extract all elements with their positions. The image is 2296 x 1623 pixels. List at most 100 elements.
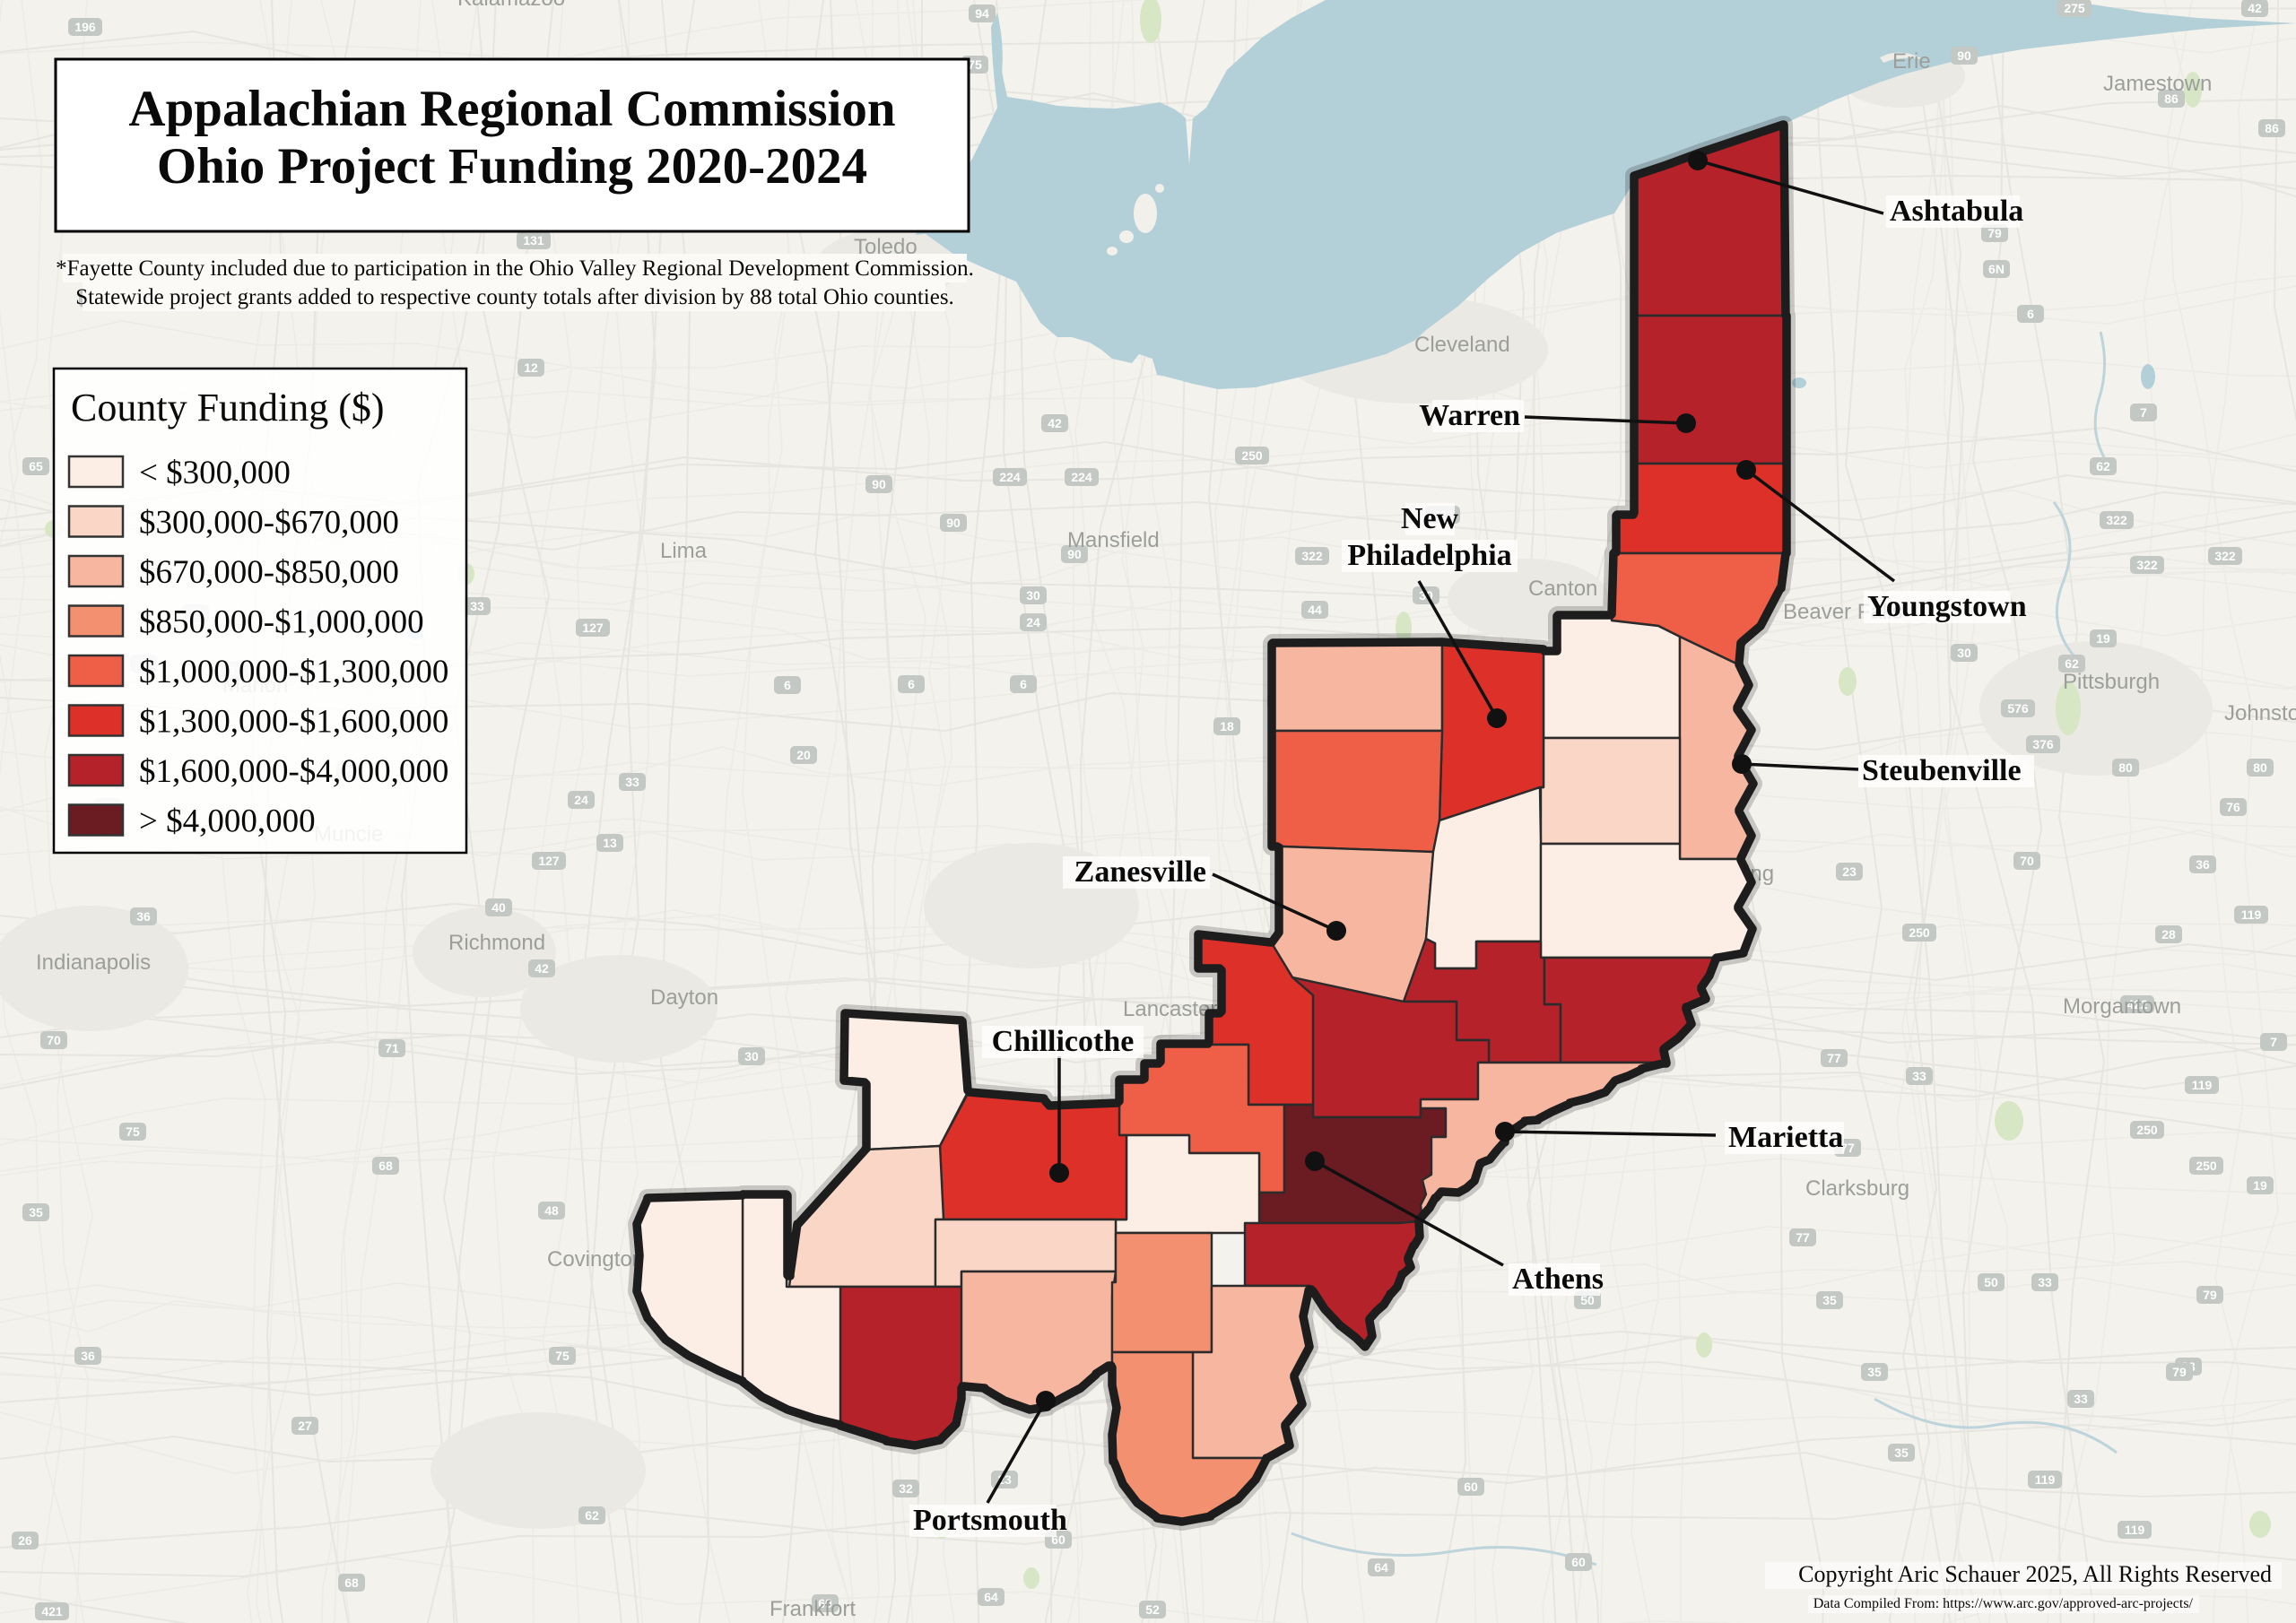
svg-text:64: 64 bbox=[1374, 1560, 1388, 1575]
svg-text:65: 65 bbox=[29, 459, 43, 473]
svg-text:13: 13 bbox=[603, 836, 617, 850]
svg-text:60: 60 bbox=[1571, 1555, 1586, 1569]
svg-text:422: 422 bbox=[2126, 997, 2148, 1011]
svg-text:90: 90 bbox=[1957, 48, 1971, 63]
svg-text:75: 75 bbox=[126, 1124, 140, 1139]
svg-text:27: 27 bbox=[298, 1419, 312, 1433]
svg-text:Richmond: Richmond bbox=[448, 931, 545, 955]
svg-text:50: 50 bbox=[1984, 1275, 1998, 1289]
svg-text:275: 275 bbox=[2064, 1, 2085, 15]
svg-text:23: 23 bbox=[1842, 864, 1857, 879]
svg-text:70: 70 bbox=[2020, 854, 2034, 868]
svg-text:250: 250 bbox=[2136, 1123, 2158, 1137]
svg-text:79: 79 bbox=[1987, 226, 2002, 240]
svg-text:44: 44 bbox=[1308, 603, 1322, 617]
svg-text:70: 70 bbox=[47, 1033, 61, 1047]
svg-text:48: 48 bbox=[544, 1203, 559, 1218]
svg-text:77: 77 bbox=[1827, 1051, 1841, 1065]
svg-text:33: 33 bbox=[625, 775, 639, 789]
svg-text:Ashtabula: Ashtabula bbox=[1890, 195, 2023, 228]
svg-text:24: 24 bbox=[1026, 615, 1040, 629]
svg-text:Morgantown: Morgantown bbox=[2063, 994, 2181, 1019]
svg-text:Appalachian Regional Commissio: Appalachian Regional Commission bbox=[128, 81, 895, 137]
svg-text:224: 224 bbox=[1071, 470, 1092, 484]
svg-text:90: 90 bbox=[946, 516, 961, 530]
svg-text:30: 30 bbox=[1026, 588, 1040, 603]
svg-text:62: 62 bbox=[2065, 656, 2079, 671]
svg-text:77: 77 bbox=[1796, 1230, 1810, 1245]
svg-text:Portsmouth: Portsmouth bbox=[913, 1504, 1067, 1537]
svg-text:376: 376 bbox=[2032, 737, 2054, 751]
svg-text:75: 75 bbox=[555, 1349, 570, 1363]
svg-text:19: 19 bbox=[2253, 1178, 2267, 1193]
svg-text:75: 75 bbox=[968, 57, 982, 72]
svg-text:250: 250 bbox=[2196, 1159, 2217, 1173]
svg-text:60: 60 bbox=[818, 1596, 832, 1610]
svg-text:$300,000-$670,000: $300,000-$670,000 bbox=[139, 505, 399, 542]
svg-text:26: 26 bbox=[18, 1533, 32, 1548]
svg-text:127: 127 bbox=[582, 621, 604, 635]
svg-text:36: 36 bbox=[81, 1349, 95, 1363]
svg-text:68: 68 bbox=[344, 1575, 359, 1590]
svg-text:119: 119 bbox=[2241, 907, 2262, 922]
svg-text:30: 30 bbox=[744, 1049, 759, 1063]
svg-text:40: 40 bbox=[491, 900, 506, 915]
svg-text:Philadelphia: Philadelphia bbox=[1347, 539, 1511, 572]
svg-text:35: 35 bbox=[29, 1205, 43, 1219]
svg-text:Cleveland: Cleveland bbox=[1414, 333, 1510, 357]
svg-text:6: 6 bbox=[908, 677, 915, 691]
svg-text:322: 322 bbox=[2136, 558, 2158, 572]
svg-text:Lancaster: Lancaster bbox=[1123, 997, 1217, 1021]
svg-text:6: 6 bbox=[2027, 307, 2034, 321]
svg-text:12: 12 bbox=[524, 360, 538, 375]
svg-text:80: 80 bbox=[2253, 760, 2267, 775]
svg-text:18: 18 bbox=[1220, 719, 1234, 733]
svg-text:50: 50 bbox=[1580, 1293, 1595, 1307]
svg-text:322: 322 bbox=[2106, 513, 2127, 527]
svg-text:7: 7 bbox=[2270, 1035, 2277, 1049]
svg-text:Ohio Project Funding 2020-2024: Ohio Project Funding 2020-2024 bbox=[157, 138, 867, 195]
svg-text:$1,000,000-$1,300,000: $1,000,000-$1,300,000 bbox=[139, 654, 448, 690]
svg-text:42: 42 bbox=[1048, 416, 1062, 430]
svg-text:68: 68 bbox=[378, 1159, 393, 1173]
svg-text:Canton: Canton bbox=[1528, 577, 1597, 601]
svg-text:24: 24 bbox=[574, 793, 588, 807]
svg-text:Lima: Lima bbox=[660, 539, 708, 563]
svg-text:Statewide project grants added: Statewide project grants added to respec… bbox=[75, 285, 954, 309]
svg-text:35: 35 bbox=[1894, 1445, 1909, 1460]
svg-text:80: 80 bbox=[2118, 760, 2133, 775]
svg-text:60: 60 bbox=[1464, 1480, 1478, 1494]
svg-text:6N: 6N bbox=[1988, 262, 2005, 276]
svg-text:322: 322 bbox=[1301, 549, 1323, 563]
svg-text:Frankfort: Frankfort bbox=[770, 1597, 856, 1621]
svg-text:Kalamazoo: Kalamazoo bbox=[457, 0, 565, 11]
svg-text:Youngstown: Youngstown bbox=[1867, 590, 2027, 623]
svg-text:33: 33 bbox=[2074, 1392, 2088, 1406]
svg-text:35: 35 bbox=[1867, 1365, 1882, 1379]
svg-text:*Fayette County included due t: *Fayette County included due to particip… bbox=[56, 256, 974, 281]
svg-text:28: 28 bbox=[2161, 927, 2176, 942]
svg-text:79: 79 bbox=[2172, 1365, 2187, 1379]
svg-text:42: 42 bbox=[535, 961, 549, 976]
svg-text:Dayton: Dayton bbox=[650, 985, 718, 1010]
svg-text:94: 94 bbox=[975, 6, 989, 21]
svg-text:33: 33 bbox=[470, 599, 484, 613]
svg-text:Marietta: Marietta bbox=[1728, 1121, 1843, 1154]
svg-text:20: 20 bbox=[796, 748, 811, 762]
svg-text:$850,000-$1,000,000: $850,000-$1,000,000 bbox=[139, 604, 424, 641]
svg-text:86: 86 bbox=[2164, 91, 2179, 106]
svg-text:62: 62 bbox=[585, 1508, 599, 1523]
svg-text:33: 33 bbox=[2038, 1275, 2052, 1289]
svg-text:250: 250 bbox=[1241, 448, 1263, 463]
svg-text:32: 32 bbox=[899, 1481, 913, 1496]
svg-text:Johnstown: Johnstown bbox=[2224, 701, 2296, 725]
svg-text:79: 79 bbox=[2203, 1288, 2217, 1302]
svg-text:Copyright Aric Schauer 2025, A: Copyright Aric Schauer 2025, All Rights … bbox=[1798, 1561, 2272, 1587]
svg-text:County Funding ($): County Funding ($) bbox=[71, 386, 385, 430]
svg-text:19: 19 bbox=[2096, 631, 2110, 646]
svg-text:6: 6 bbox=[1020, 677, 1027, 691]
svg-text:New: New bbox=[1401, 502, 1459, 535]
svg-text:42: 42 bbox=[2248, 1, 2262, 15]
svg-text:224: 224 bbox=[999, 470, 1021, 484]
svg-text:7: 7 bbox=[2140, 405, 2147, 420]
